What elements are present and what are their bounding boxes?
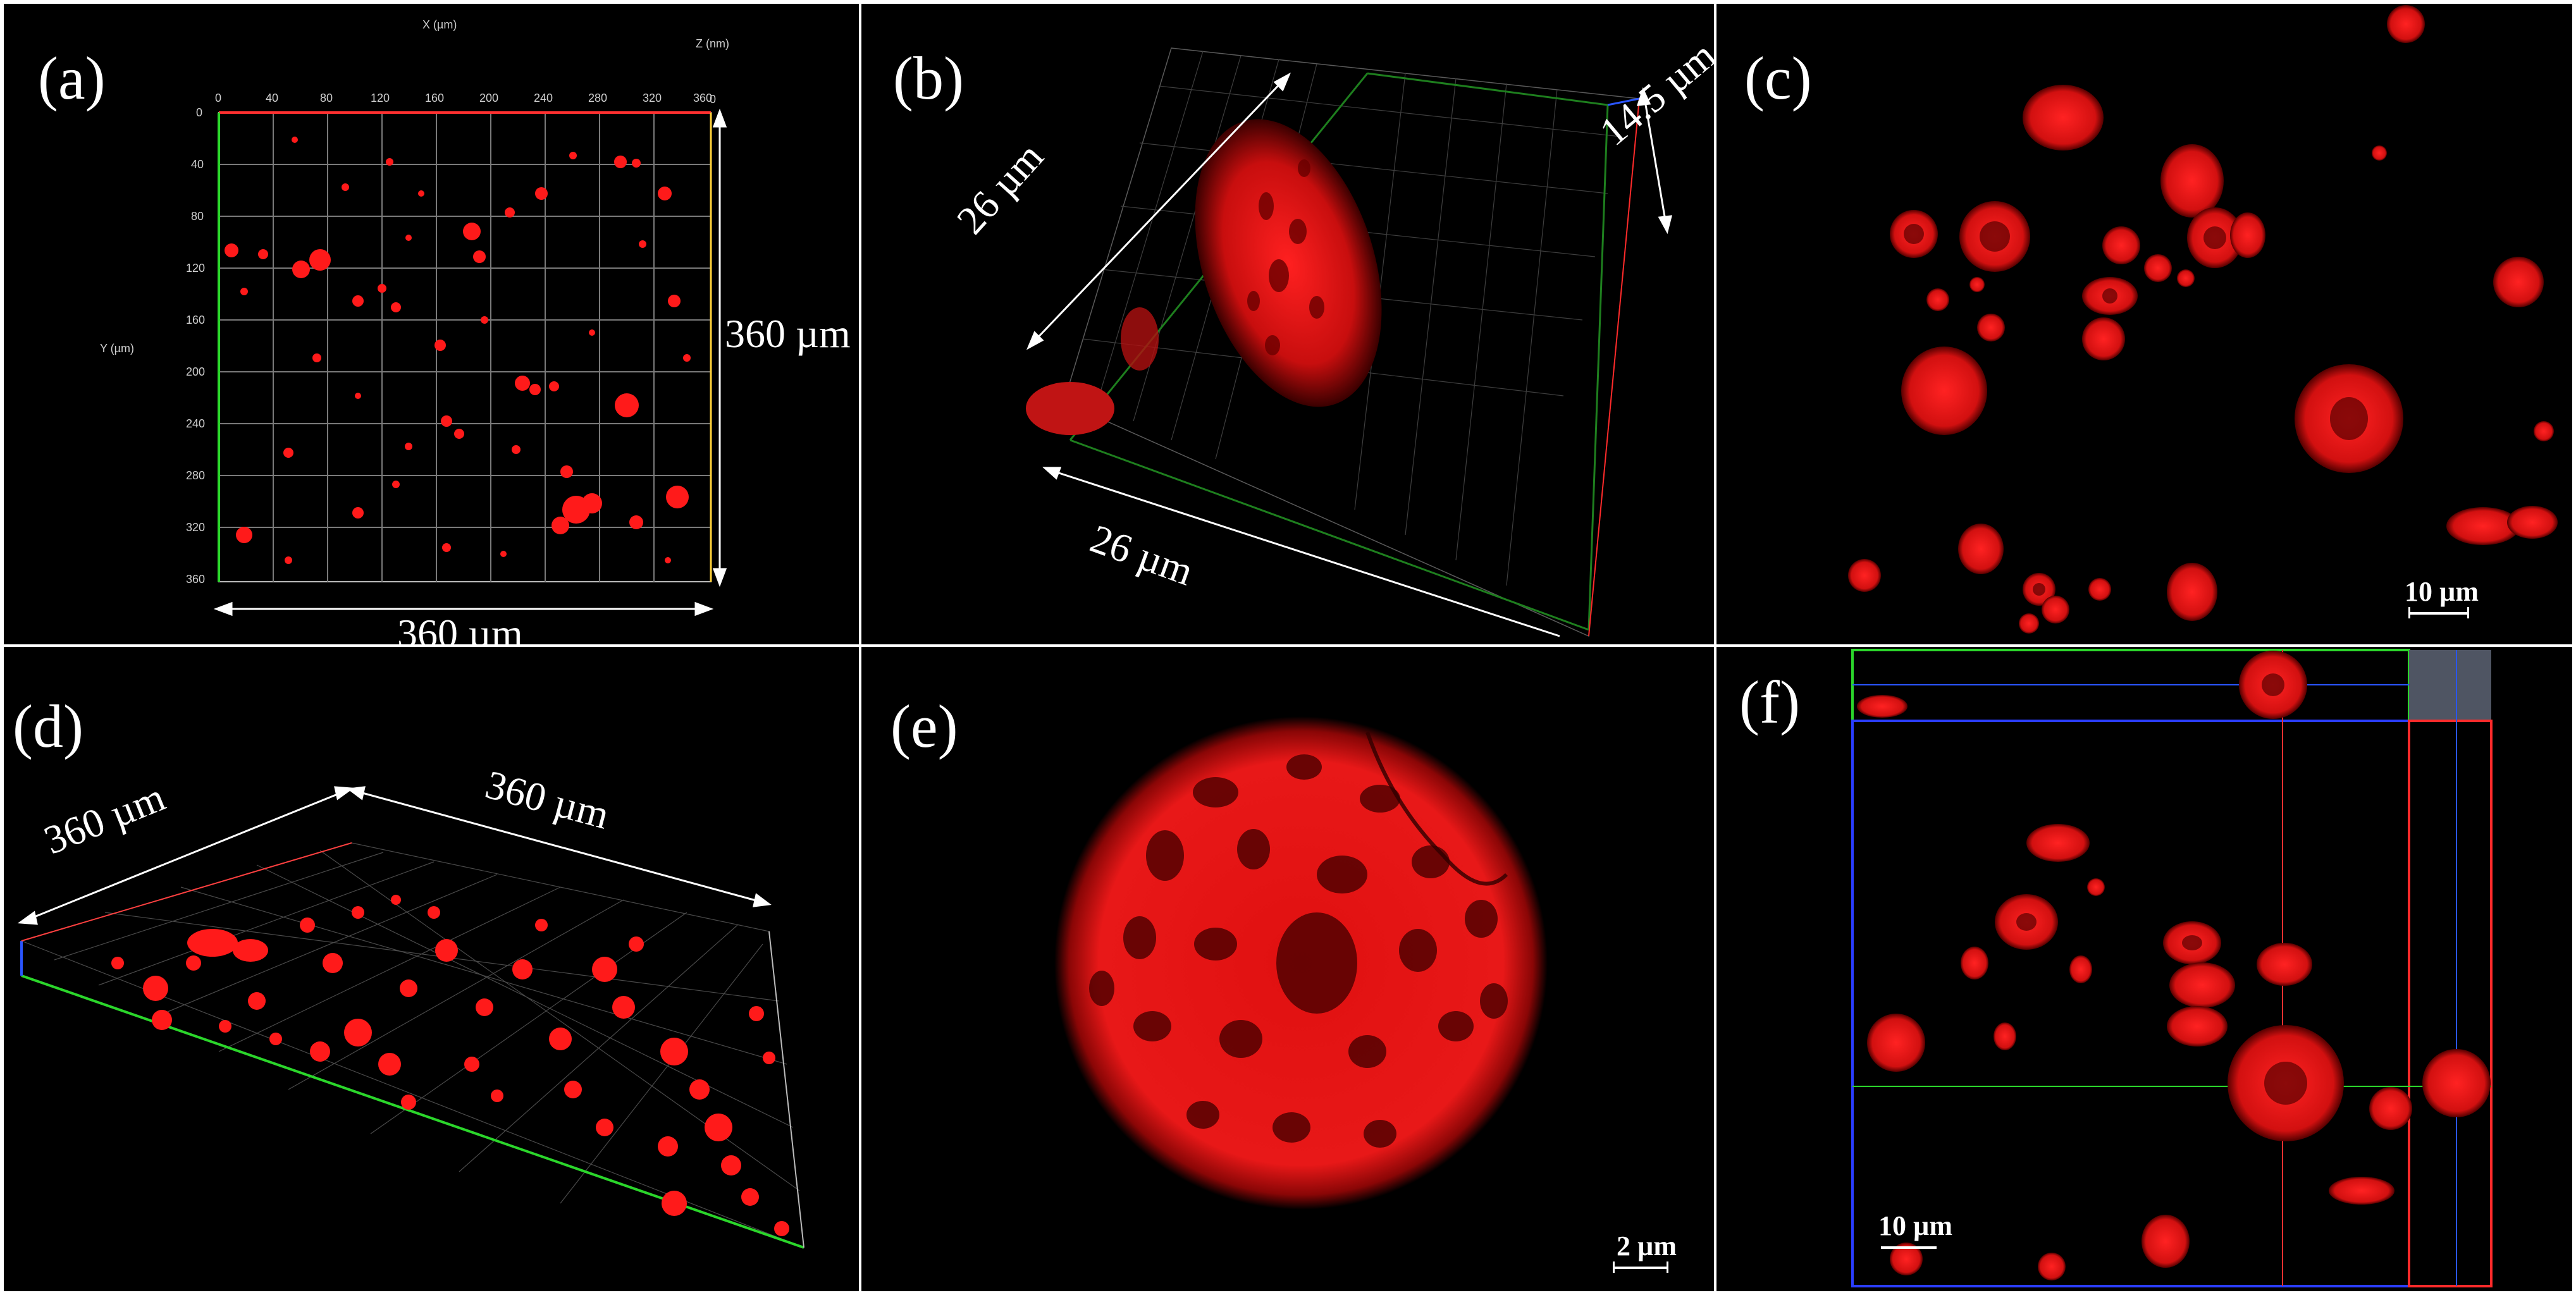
panel-c-canvas xyxy=(1848,5,2558,634)
panel-e: (e) 2 µm xyxy=(861,647,1714,1291)
x-tick: 240 xyxy=(534,92,553,104)
panel-e-canvas xyxy=(1054,716,1668,1273)
panel-f-canvas xyxy=(1851,649,2493,1287)
panel-d: (d) 360 µm 360 µm xyxy=(4,647,859,1291)
y-tick: 280 xyxy=(186,469,206,482)
panel-label: (f) xyxy=(1739,668,1800,736)
scale-bar-label: 2 µm xyxy=(1617,1231,1677,1261)
width-dimension-label: 360 µm xyxy=(397,611,523,645)
y-tick: 240 xyxy=(186,417,206,430)
x-tick: 200 xyxy=(479,92,499,104)
panel-label: (d) xyxy=(13,692,83,760)
z-tick: 0 xyxy=(710,93,717,106)
y-tick: 160 xyxy=(186,314,206,326)
y-tick: 80 xyxy=(191,210,204,223)
panel-label: (b) xyxy=(893,44,964,112)
x-tick: 320 xyxy=(643,92,662,104)
panel-a: (a) X (µm) Z (nm) 0 Y (µm) 0 40 80 120 1… xyxy=(4,4,859,644)
y-tick: 320 xyxy=(186,521,206,534)
x-tick: 120 xyxy=(371,92,390,104)
panel-c: (c) 10 µm xyxy=(1716,4,2572,644)
scale-bar xyxy=(1881,1246,1937,1249)
scale-bar-label: 10 µm xyxy=(2405,576,2479,607)
height-dimension-label: 360 µm xyxy=(725,311,851,356)
x-tick: 0 xyxy=(215,92,222,104)
x-tick: 360 xyxy=(693,92,713,104)
x-tick: 280 xyxy=(588,92,608,104)
panel-a-canvas xyxy=(213,108,727,617)
scale-bar xyxy=(2408,612,2469,615)
y-tick: 40 xyxy=(191,158,204,171)
panel-label: (c) xyxy=(1744,44,1812,112)
x-tick: 160 xyxy=(425,92,445,104)
panel-label: (a) xyxy=(38,44,106,112)
x-axis-title: X (µm) xyxy=(422,18,457,31)
y-tick: 120 xyxy=(186,262,206,274)
panel-label: (e) xyxy=(891,692,958,760)
panel-d-canvas xyxy=(17,786,804,1249)
y-axis-title: Y (µm) xyxy=(100,342,135,355)
y-tick: 0 xyxy=(196,106,203,119)
panel-b-canvas xyxy=(1026,47,1672,637)
scale-bar-label: 10 µm xyxy=(1878,1210,1953,1241)
x-tick: 40 xyxy=(266,92,279,104)
y-tick: 200 xyxy=(186,365,206,378)
y-tick: 360 xyxy=(186,573,206,586)
panel-b: (b) 26 µm 26 µm 14.5 µm xyxy=(861,4,1714,644)
x-tick: 80 xyxy=(320,92,333,104)
z-axis-title: Z (nm) xyxy=(696,37,729,50)
panel-f: (f) 10 µm xyxy=(1716,647,2572,1291)
scale-bar xyxy=(1613,1267,1668,1269)
